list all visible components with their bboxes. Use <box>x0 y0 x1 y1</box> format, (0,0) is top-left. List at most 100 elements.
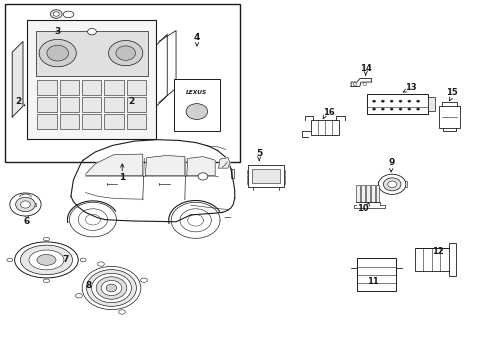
Circle shape <box>185 104 207 120</box>
Text: 3: 3 <box>55 27 61 36</box>
Bar <box>82 80 101 95</box>
Text: 7: 7 <box>62 256 69 264</box>
Bar <box>60 80 79 95</box>
Bar <box>36 31 147 76</box>
Bar <box>104 114 123 129</box>
Circle shape <box>108 40 142 66</box>
Text: LEXUS: LEXUS <box>186 90 207 95</box>
Bar <box>370 185 374 202</box>
Polygon shape <box>186 157 215 176</box>
Bar <box>126 97 146 112</box>
Circle shape <box>352 83 356 86</box>
Ellipse shape <box>63 11 74 18</box>
Bar <box>375 185 379 202</box>
Circle shape <box>87 28 96 35</box>
Circle shape <box>106 284 117 292</box>
Ellipse shape <box>75 294 82 298</box>
Circle shape <box>381 100 384 102</box>
Bar <box>360 185 364 202</box>
Text: 5: 5 <box>256 149 262 158</box>
Circle shape <box>10 193 41 216</box>
Bar <box>126 114 146 129</box>
Circle shape <box>82 266 141 310</box>
Polygon shape <box>350 78 371 86</box>
Text: 14: 14 <box>359 64 371 73</box>
Ellipse shape <box>20 245 72 275</box>
Bar <box>427 97 434 111</box>
Bar <box>310 120 338 135</box>
Circle shape <box>53 12 59 16</box>
Circle shape <box>116 46 135 60</box>
Polygon shape <box>84 154 142 176</box>
Circle shape <box>47 45 68 61</box>
Circle shape <box>50 10 62 18</box>
Circle shape <box>362 83 366 86</box>
Text: 9: 9 <box>387 158 394 167</box>
Circle shape <box>39 39 76 67</box>
Text: 10: 10 <box>356 204 368 213</box>
Circle shape <box>387 181 396 188</box>
Bar <box>104 97 123 112</box>
Circle shape <box>398 108 401 110</box>
Ellipse shape <box>7 258 13 262</box>
Circle shape <box>407 100 410 102</box>
Circle shape <box>389 100 392 102</box>
Circle shape <box>96 277 126 299</box>
Circle shape <box>91 273 131 303</box>
Polygon shape <box>77 173 84 178</box>
Bar <box>60 114 79 129</box>
Ellipse shape <box>80 258 86 262</box>
Text: 13: 13 <box>404 83 416 91</box>
Bar <box>126 80 146 95</box>
Bar <box>356 258 395 291</box>
Bar <box>82 114 101 129</box>
Circle shape <box>407 108 410 110</box>
Circle shape <box>398 100 401 102</box>
Circle shape <box>381 108 384 110</box>
Ellipse shape <box>141 278 147 282</box>
Text: 12: 12 <box>431 248 443 256</box>
Circle shape <box>101 280 122 296</box>
Circle shape <box>389 108 392 110</box>
Bar <box>5 4 239 162</box>
Polygon shape <box>12 41 23 117</box>
Bar <box>414 248 448 271</box>
Text: 2: 2 <box>16 97 21 106</box>
Circle shape <box>383 178 400 191</box>
Bar <box>104 80 123 95</box>
Circle shape <box>20 201 30 208</box>
Ellipse shape <box>43 279 49 283</box>
Ellipse shape <box>97 262 104 266</box>
Text: 2: 2 <box>128 97 134 106</box>
Bar <box>252 169 279 183</box>
Ellipse shape <box>15 242 78 278</box>
Bar <box>37 114 57 129</box>
Bar <box>37 80 57 95</box>
Bar <box>365 185 369 202</box>
Bar <box>82 97 101 112</box>
Polygon shape <box>218 158 229 168</box>
Text: 11: 11 <box>366 277 378 286</box>
Ellipse shape <box>29 250 64 270</box>
Text: 16: 16 <box>322 108 334 117</box>
Bar <box>377 181 406 187</box>
Circle shape <box>416 100 419 102</box>
Bar <box>37 97 57 112</box>
Bar <box>60 97 79 112</box>
Circle shape <box>372 108 375 110</box>
Circle shape <box>86 270 136 306</box>
Text: 6: 6 <box>24 217 30 226</box>
Ellipse shape <box>37 255 56 265</box>
Bar <box>366 94 427 114</box>
Text: 4: 4 <box>193 33 200 42</box>
Text: 15: 15 <box>446 88 457 97</box>
Circle shape <box>16 197 35 212</box>
Bar <box>438 106 459 128</box>
Text: 1: 1 <box>119 173 125 182</box>
Bar <box>355 185 359 202</box>
Bar <box>27 20 156 139</box>
Bar <box>173 79 220 131</box>
Text: 8: 8 <box>86 281 92 289</box>
Circle shape <box>378 174 405 194</box>
Ellipse shape <box>43 237 49 241</box>
